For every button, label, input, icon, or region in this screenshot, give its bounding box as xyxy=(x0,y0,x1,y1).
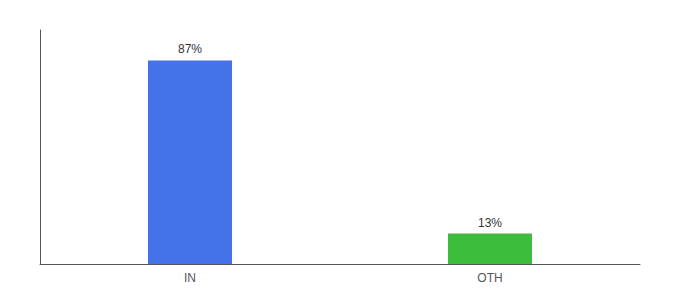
svg-text:OTH: OTH xyxy=(477,271,502,285)
svg-text:13%: 13% xyxy=(478,216,502,230)
svg-text:IN: IN xyxy=(184,271,196,285)
svg-text:87%: 87% xyxy=(178,42,202,56)
